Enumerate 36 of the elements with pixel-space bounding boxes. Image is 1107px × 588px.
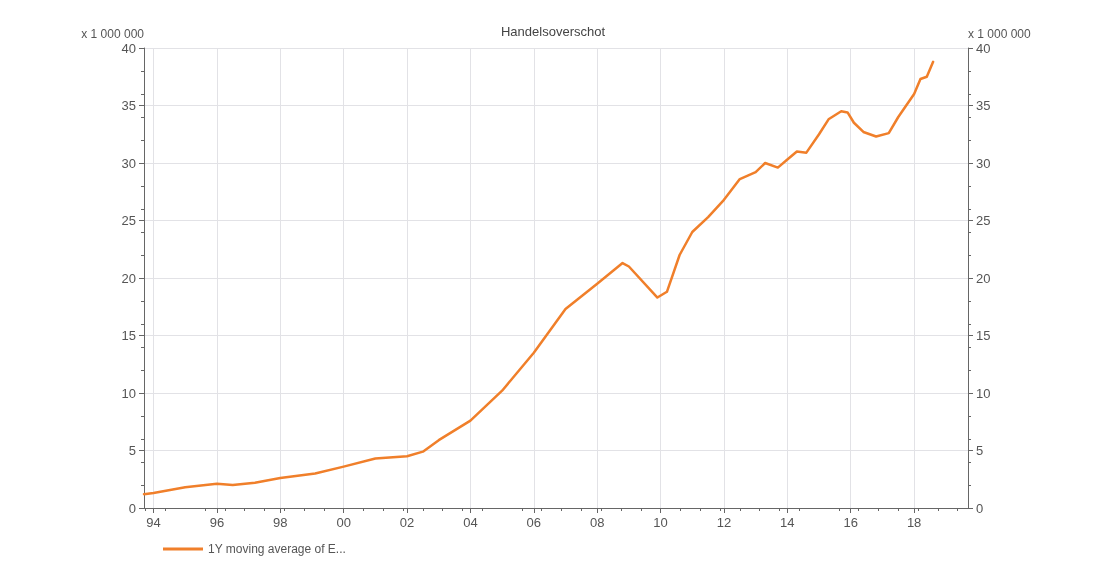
y-tick-label: 10 xyxy=(121,385,136,401)
line-series xyxy=(142,60,935,496)
y2-tick-label: 10 xyxy=(976,385,991,401)
y-tick-label: 40 xyxy=(121,40,136,56)
y2-axis-title: x 1 000 000 xyxy=(968,27,1032,41)
y2-tick-label: 0 xyxy=(976,500,984,516)
y-tick-label: 0 xyxy=(128,500,136,516)
y2-tick-label: 30 xyxy=(976,155,991,171)
y2-tick-label: 20 xyxy=(976,270,991,286)
x-tick-label: 10 xyxy=(653,515,668,530)
y2-tick-label: 25 xyxy=(976,213,991,228)
legend-label: 1Y moving average of E... xyxy=(208,542,346,556)
y-tick-label: 15 xyxy=(121,328,136,343)
x-tick-label: 16 xyxy=(843,515,858,530)
x-tick-label: 18 xyxy=(906,515,922,530)
x-tick-label: 12 xyxy=(716,515,732,530)
x-tick-label: 06 xyxy=(526,515,542,530)
y-tick-label: 30 xyxy=(121,155,136,171)
y-tick-label: 20 xyxy=(121,270,136,286)
x-tick-label: 08 xyxy=(589,515,605,530)
chart-title: Handelsoverschot xyxy=(500,24,606,39)
x-tick-label: 02 xyxy=(399,515,415,530)
x-tick-label: 96 xyxy=(209,515,225,530)
x-tick-label: 98 xyxy=(273,515,288,530)
x-tick-label: 14 xyxy=(780,515,795,530)
y-axis-title: x 1 000 000 xyxy=(81,27,145,41)
x-tick-label: 04 xyxy=(463,515,478,530)
y-tick-label: 5 xyxy=(128,443,136,458)
y2-tick-label: 40 xyxy=(976,40,991,56)
y-tick-label: 25 xyxy=(121,213,136,228)
x-tick-label: 00 xyxy=(336,515,351,530)
y2-tick-label: 35 xyxy=(976,98,991,113)
y-tick-label: 35 xyxy=(121,98,136,113)
y2-tick-label: 5 xyxy=(976,443,984,458)
y2-tick-label: 15 xyxy=(976,328,991,343)
x-tick-label: 94 xyxy=(146,515,161,530)
